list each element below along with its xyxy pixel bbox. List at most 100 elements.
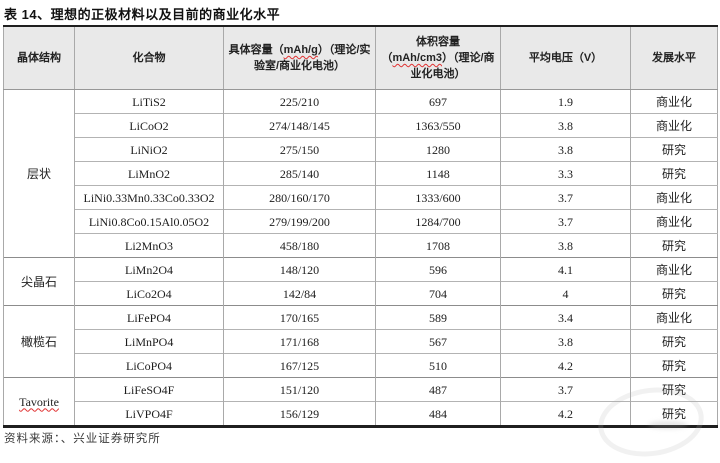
specific-capacity-cell: 280/160/170	[223, 185, 376, 210]
voltage-cell: 4.2	[500, 353, 631, 378]
voltage-cell: 3.7	[500, 209, 631, 234]
level-cell: 商业化	[630, 257, 718, 282]
specific-capacity-cell: 167/125	[223, 353, 376, 378]
specific-capacity-cell: 274/148/145	[223, 113, 376, 138]
header-specific-capacity: 具体容量（mAh/g）（理论/实验室/商业化电池）	[223, 26, 376, 90]
specific-capacity-cell: 285/140	[223, 161, 376, 186]
crystal-group-spinel: 尖晶石	[3, 257, 75, 306]
voltage-cell: 1.9	[500, 89, 631, 114]
header-average-voltage: 平均电压（V）	[500, 26, 631, 90]
level-cell: 研究	[630, 161, 718, 186]
compound-cell: LiFePO4	[74, 305, 224, 330]
voltage-cell: 4.2	[500, 401, 631, 427]
voltage-cell: 3.8	[500, 329, 631, 354]
misspell-underline: mAh/g	[283, 44, 318, 56]
specific-capacity-cell: 225/210	[223, 89, 376, 114]
level-cell: 研究	[630, 377, 718, 402]
compound-cell: LiNi0.8Co0.15Al0.05O2	[74, 209, 224, 234]
misspell-underline: Tavorite	[19, 394, 59, 409]
compound-cell: LiMn2O4	[74, 257, 224, 282]
compound-cell: LiVPO4F	[74, 401, 224, 427]
specific-capacity-cell: 275/150	[223, 137, 376, 162]
table-row: LiVPO4F 156/129 484 4.2 研究	[4, 401, 718, 427]
table-row: LiMnO2 285/140 1148 3.3 研究	[4, 161, 718, 186]
level-cell: 商业化	[630, 185, 718, 210]
header-development-level: 发展水平	[630, 26, 718, 90]
specific-capacity-cell: 279/199/200	[223, 209, 376, 234]
level-cell: 商业化	[630, 89, 718, 114]
compound-cell: LiTiS2	[74, 89, 224, 114]
header-compound: 化合物	[74, 26, 224, 90]
misspell-underline: mAh/cm3	[392, 52, 442, 64]
specific-capacity-cell: 151/120	[223, 377, 376, 402]
volumetric-capacity-cell: 510	[375, 353, 501, 378]
level-cell: 商业化	[630, 113, 718, 138]
voltage-cell: 3.8	[500, 233, 631, 258]
level-cell: 商业化	[630, 305, 718, 330]
compound-cell: LiCoPO4	[74, 353, 224, 378]
compound-cell: LiCoO2	[74, 113, 224, 138]
volumetric-capacity-cell: 704	[375, 281, 501, 306]
compound-cell: LiNi0.33Mn0.33Co0.33O2	[74, 185, 224, 210]
header-crystal-structure: 晶体结构	[3, 26, 75, 90]
voltage-cell: 4	[500, 281, 631, 306]
specific-capacity-cell: 156/129	[223, 401, 376, 427]
voltage-cell: 3.7	[500, 185, 631, 210]
volumetric-capacity-cell: 697	[375, 89, 501, 114]
voltage-cell: 3.7	[500, 377, 631, 402]
table-row: LiCoPO4 167/125 510 4.2 研究	[4, 353, 718, 378]
specific-capacity-cell: 148/120	[223, 257, 376, 282]
level-cell: 研究	[630, 281, 718, 306]
table-row: LiNi0.8Co0.15Al0.05O2 279/199/200 1284/7…	[4, 209, 718, 234]
table-row: LiNiO2 275/150 1280 3.8 研究	[4, 137, 718, 162]
table-row: 层状 LiTiS2 225/210 697 1.9 商业化	[3, 89, 718, 258]
voltage-cell: 4.1	[500, 257, 631, 282]
level-cell: 研究	[630, 137, 718, 162]
volumetric-capacity-cell: 1148	[375, 161, 501, 186]
compound-cell: LiMnPO4	[74, 329, 224, 354]
level-cell: 研究	[630, 353, 718, 378]
header-volumetric-capacity: 体积容量 （mAh/cm3）（理论/商业化电池）	[375, 26, 501, 90]
crystal-group-layered: 层状	[3, 89, 75, 258]
compound-cell: Li2MnO3	[74, 233, 224, 258]
table-title: 表 14、理想的正极材料以及目前的商业化水平	[4, 7, 281, 22]
volumetric-capacity-cell: 589	[375, 305, 501, 330]
table-row: Li2MnO3 458/180 1708 3.8 研究	[4, 233, 718, 258]
table-row: LiCo2O4 142/84 704 4 研究	[4, 281, 718, 306]
table-row: LiCoO2 274/148/145 1363/550 3.8 商业化	[4, 113, 718, 138]
specific-capacity-cell: 171/168	[223, 329, 376, 354]
volumetric-capacity-cell: 1280	[375, 137, 501, 162]
volumetric-capacity-cell: 487	[375, 377, 501, 402]
level-cell: 研究	[630, 329, 718, 354]
level-cell: 研究	[630, 233, 718, 258]
table-row: LiMnPO4 171/168 567 3.8 研究	[4, 329, 718, 354]
voltage-cell: 3.8	[500, 113, 631, 138]
voltage-cell: 3.3	[500, 161, 631, 186]
volumetric-capacity-cell: 1708	[375, 233, 501, 258]
volumetric-capacity-cell: 484	[375, 401, 501, 427]
voltage-cell: 3.4	[500, 305, 631, 330]
volumetric-capacity-cell: 1363/550	[375, 113, 501, 138]
source-note: 资料来源：、兴业证券研究所	[4, 433, 161, 445]
table-row: 尖晶石 LiMn2O4 148/120 596 4.1 商业化	[3, 257, 718, 306]
compound-cell: LiMnO2	[74, 161, 224, 186]
volumetric-capacity-cell: 1284/700	[375, 209, 501, 234]
volumetric-capacity-cell: 567	[375, 329, 501, 354]
specific-capacity-cell: 142/84	[223, 281, 376, 306]
specific-capacity-cell: 458/180	[223, 233, 376, 258]
crystal-group-olivine: 橄榄石	[3, 305, 75, 378]
voltage-cell: 3.8	[500, 137, 631, 162]
volumetric-capacity-cell: 596	[375, 257, 501, 282]
compound-cell: LiFeSO4F	[74, 377, 224, 402]
crystal-group-tavorite: Tavorite	[3, 377, 75, 427]
table-row: Tavorite LiFeSO4F 151/120 487 3.7 研究	[3, 377, 718, 427]
header-row: 晶体结构 化合物 具体容量（mAh/g）（理论/实验室/商业化电池） 体积容量（…	[3, 26, 718, 90]
table-row: 橄榄石 LiFePO4 170/165 589 3.4 商业化	[3, 305, 718, 378]
level-cell: 研究	[630, 401, 718, 427]
table-row: LiNi0.33Mn0.33Co0.33O2 280/160/170 1333/…	[4, 185, 718, 210]
specific-capacity-cell: 170/165	[223, 305, 376, 330]
compound-cell: LiNiO2	[74, 137, 224, 162]
compound-cell: LiCo2O4	[74, 281, 224, 306]
cathode-materials-table: 晶体结构 化合物 具体容量（mAh/g）（理论/实验室/商业化电池） 体积容量（…	[3, 25, 718, 428]
level-cell: 商业化	[630, 209, 718, 234]
